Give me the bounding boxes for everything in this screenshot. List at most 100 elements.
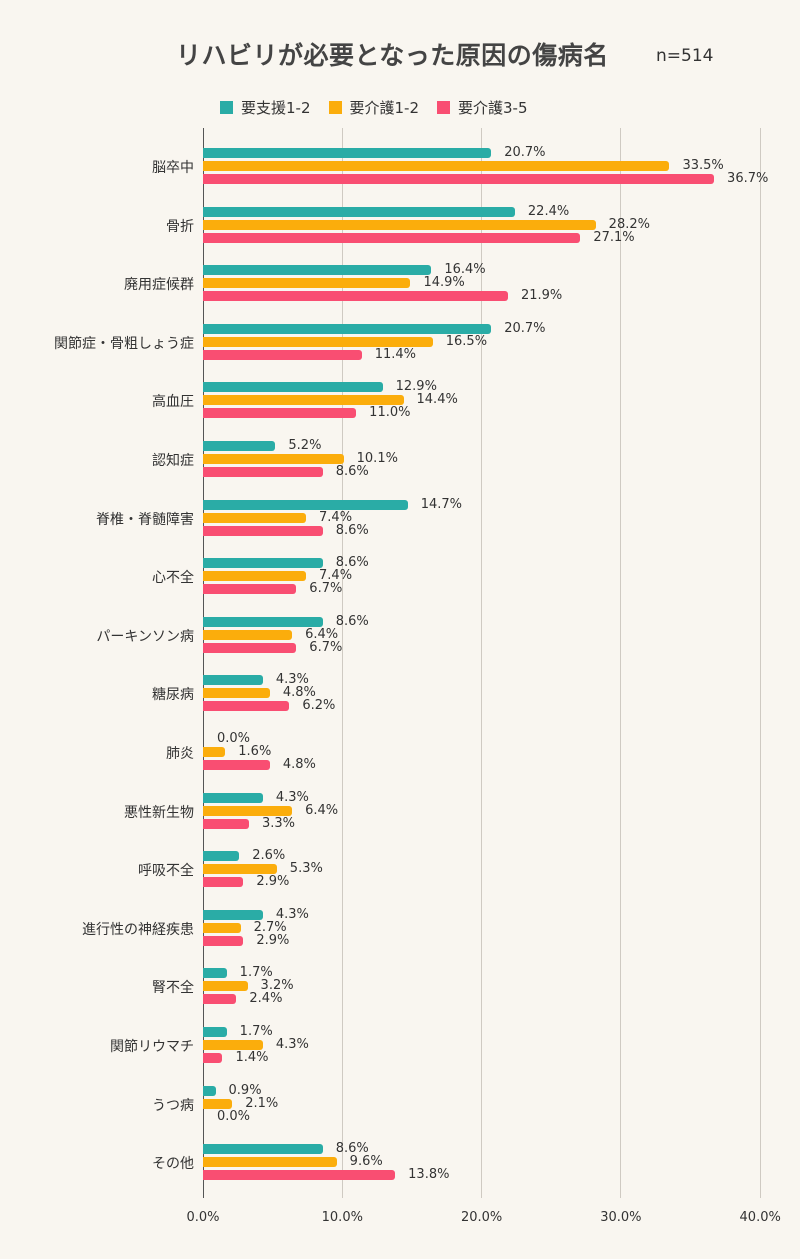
category-label: 認知症 <box>152 453 194 469</box>
bar <box>203 571 307 582</box>
value-label: 6.4% <box>305 626 339 642</box>
bar <box>203 265 432 276</box>
bar <box>203 616 323 627</box>
legend-item-youkaigo12: 要介護1-2 <box>328 97 420 118</box>
value-label: 16.5% <box>445 333 488 349</box>
value-label: 2.7% <box>253 919 287 935</box>
legend-label: 要介護3-5 <box>458 99 528 117</box>
x-tick-label: 30.0% <box>600 1210 642 1225</box>
value-label: 14.7% <box>420 496 462 512</box>
bar <box>203 760 270 770</box>
bar <box>203 336 433 347</box>
plot-area: 20.7% 33.5% 36.7% 22.4% 28.2% 27.1% 16.4% 14.9%… <box>203 128 768 1198</box>
value-label: 6.7% <box>309 639 343 655</box>
bar <box>203 935 244 946</box>
category-label: うつ病 <box>152 1097 194 1114</box>
category-label: 関節症・骨粗しょう症 <box>54 335 194 352</box>
value-label: 1.7% <box>239 1024 273 1039</box>
value-label: 6.4% <box>305 802 339 818</box>
category-label: 糖尿病 <box>152 687 194 704</box>
x-tick-label: 40.0% <box>739 1210 781 1225</box>
category-label: 呼吸不全 <box>138 863 194 880</box>
value-label: 1.4% <box>235 1050 269 1065</box>
bar <box>203 909 263 920</box>
legend-item-youshien12: 要支援1-2 <box>220 97 311 118</box>
bar <box>203 877 244 888</box>
bar <box>203 499 408 510</box>
bar <box>203 1040 263 1050</box>
value-label: 12.9% <box>395 379 437 395</box>
category-label: 脳卒中 <box>152 160 194 176</box>
x-tick-label: 0.0% <box>186 1210 220 1225</box>
bar <box>203 441 276 451</box>
value-label: 0.0% <box>217 731 251 746</box>
value-label: 36.7% <box>727 171 769 186</box>
chart-title: リハビリが必要となった原因の傷病名 <box>176 41 609 70</box>
gridline <box>620 128 621 1198</box>
value-label: 20.7% <box>504 145 546 160</box>
value-label: 21.9% <box>520 288 563 304</box>
bar <box>203 558 323 569</box>
bar <box>203 584 297 595</box>
value-label: 2.4% <box>249 991 283 1007</box>
value-label: 8.6% <box>335 613 369 629</box>
bar <box>203 818 249 829</box>
legend-swatch-icon <box>437 101 450 114</box>
value-label: 2.9% <box>256 932 290 948</box>
legend-label: 要介護1-2 <box>349 99 420 117</box>
category-label: 心不全 <box>152 570 194 587</box>
x-tick-label: 20.0% <box>460 1210 503 1225</box>
value-label: 0.0% <box>217 1108 251 1124</box>
legend: 要支援1-2 要介護1-2 要介護3-5 <box>220 97 528 118</box>
value-label: 10.1% <box>356 451 398 466</box>
bar <box>203 525 323 536</box>
value-label: 14.4% <box>416 392 458 408</box>
category-label: 高血圧 <box>152 394 194 411</box>
category-label: その他 <box>152 1156 194 1173</box>
value-label: 13.8% <box>408 1167 450 1183</box>
value-label: 1.7% <box>239 965 273 981</box>
value-label: 4.3% <box>275 1037 309 1052</box>
bar <box>203 323 492 334</box>
value-label: 16.4% <box>444 262 486 278</box>
bar <box>203 408 357 419</box>
bar <box>203 148 492 158</box>
value-label: 2.1% <box>245 1095 279 1111</box>
bar <box>203 922 241 933</box>
value-label: 4.3% <box>275 906 309 922</box>
value-label: 4.3% <box>275 789 309 805</box>
bar <box>203 747 226 757</box>
bar <box>203 1144 323 1155</box>
bar <box>203 206 515 217</box>
bar <box>203 174 715 184</box>
category-label: 骨折 <box>166 218 194 235</box>
value-label: 6.2% <box>302 698 336 714</box>
bar <box>203 642 297 653</box>
gridline <box>342 128 343 1198</box>
value-label: 2.9% <box>256 874 290 890</box>
value-label: 0.9% <box>228 1082 262 1098</box>
value-label: 9.6% <box>349 1154 383 1170</box>
category-label: 肺炎 <box>166 746 194 762</box>
value-label: 1.6% <box>238 744 272 759</box>
legend-item-youkaigo35: 要介護3-5 <box>437 97 528 118</box>
bar <box>203 395 404 406</box>
bar <box>203 1027 227 1037</box>
bar <box>203 219 596 230</box>
value-label: 8.6% <box>335 1141 369 1157</box>
legend-swatch-icon <box>220 101 233 114</box>
value-label: 11.4% <box>374 346 417 362</box>
bar <box>203 1157 337 1168</box>
category-label: 悪性新生物 <box>124 804 194 821</box>
value-label: 5.2% <box>288 438 322 453</box>
bar <box>203 278 411 289</box>
bar <box>203 688 270 699</box>
category-label: 関節リウマチ <box>110 1039 194 1055</box>
value-label: 27.1% <box>593 229 635 245</box>
bar <box>203 349 362 360</box>
value-label: 8.6% <box>335 464 369 479</box>
category-label: 脊椎・脊髄障害 <box>96 511 194 528</box>
legend-label: 要支援1-2 <box>241 99 311 117</box>
value-label: 2.6% <box>252 848 286 864</box>
gridline <box>481 128 482 1198</box>
